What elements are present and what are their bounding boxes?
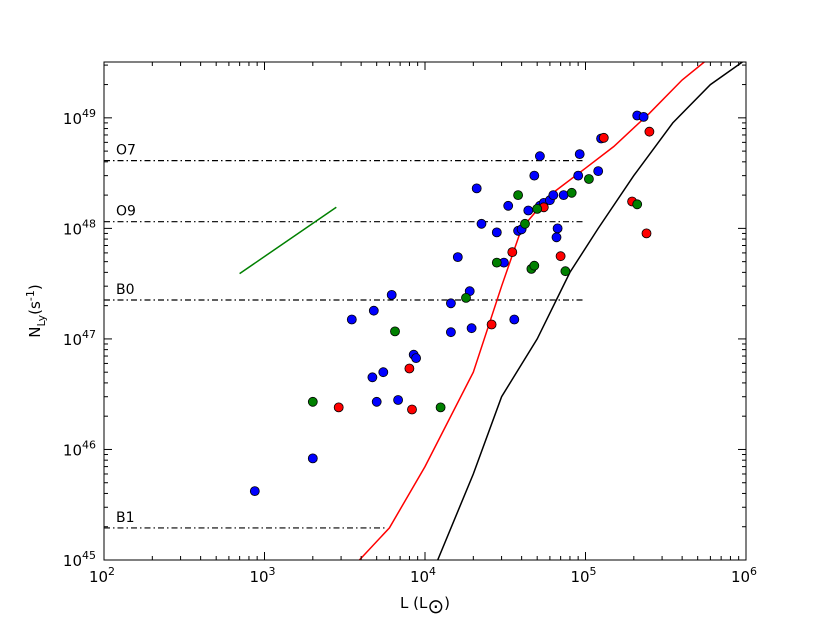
spectral-label-o9: O9 bbox=[116, 204, 136, 220]
data-point-blue bbox=[573, 170, 584, 181]
data-point-green bbox=[632, 199, 643, 210]
spectral-type-lines: O7 O9 B0 B1 bbox=[104, 143, 586, 529]
data-point-blue bbox=[509, 314, 520, 325]
x-tick-label: 102 bbox=[89, 565, 115, 586]
data-point-blue bbox=[411, 353, 422, 364]
data-point-blue bbox=[307, 453, 318, 464]
x-axis-ticks: 102 103 104 105 106 bbox=[89, 62, 757, 586]
data-point-blue bbox=[523, 205, 534, 216]
x-tick-label: 104 bbox=[410, 565, 436, 586]
data-point-blue bbox=[574, 149, 585, 160]
y-axis-ticks: 1045 1046 1047 1048 1049 bbox=[63, 64, 746, 570]
data-point-blue bbox=[445, 327, 456, 338]
data-point-blue bbox=[503, 200, 514, 211]
data-point-blue bbox=[346, 314, 357, 325]
data-point-blue bbox=[386, 289, 397, 300]
data-point-blue bbox=[367, 372, 378, 383]
data-point-blue bbox=[535, 151, 545, 162]
data-point-red bbox=[486, 319, 497, 330]
spectral-label-b1: B1 bbox=[116, 510, 135, 526]
data-point-red bbox=[598, 132, 609, 143]
data-point-blue bbox=[638, 112, 649, 122]
data-point-green bbox=[584, 174, 594, 184]
y-tick-label: 1048 bbox=[63, 217, 96, 238]
y-tick-label: 1047 bbox=[63, 328, 96, 349]
y-tick-label: 1049 bbox=[63, 107, 96, 128]
data-point-green bbox=[307, 396, 318, 407]
x-tick-label: 103 bbox=[249, 565, 275, 586]
data-point-blue bbox=[378, 367, 389, 378]
data-point-blue bbox=[393, 395, 404, 405]
data-point-green bbox=[566, 187, 577, 198]
data-point-blue bbox=[371, 396, 382, 407]
data-point-green bbox=[461, 292, 471, 303]
data-point-green bbox=[491, 257, 502, 268]
data-point-blue bbox=[529, 170, 540, 181]
data-point-blue bbox=[476, 218, 487, 229]
data-point-green bbox=[390, 326, 400, 337]
data-point-green bbox=[529, 260, 540, 271]
data-point-blue bbox=[558, 190, 569, 201]
model-line-1 bbox=[437, 62, 743, 560]
data-point-blue bbox=[471, 183, 482, 194]
x-tick-label: 105 bbox=[570, 565, 596, 586]
spectral-label-o7: O7 bbox=[116, 143, 136, 159]
spectral-label-b0: B0 bbox=[116, 282, 135, 298]
y-axis-label: NLy(s-1) bbox=[24, 284, 48, 337]
data-point-blue bbox=[552, 223, 563, 234]
x-axis-label: L (L⊙) bbox=[400, 594, 450, 618]
x-tick-label: 106 bbox=[731, 565, 757, 586]
data-point-red bbox=[641, 228, 652, 239]
data-point-blue bbox=[466, 323, 477, 334]
data-point-blue bbox=[452, 252, 463, 263]
data-point-green bbox=[520, 218, 530, 229]
data-point-green bbox=[513, 190, 523, 201]
data-point-blue bbox=[593, 166, 604, 177]
data-point-blue bbox=[445, 298, 456, 309]
data-point-green bbox=[532, 203, 543, 214]
data-point-red bbox=[644, 126, 655, 137]
data-point-red bbox=[555, 251, 566, 262]
y-tick-label: 1046 bbox=[63, 438, 96, 459]
data-point-blue bbox=[368, 305, 379, 316]
data-point-blue bbox=[249, 486, 260, 497]
data-point-green bbox=[435, 402, 446, 413]
data-point-red bbox=[407, 404, 417, 415]
data-point-green bbox=[560, 266, 571, 277]
data-point-red bbox=[404, 363, 415, 374]
y-tick-label: 1045 bbox=[63, 549, 96, 570]
data-point-blue bbox=[551, 232, 562, 243]
model-line-2 bbox=[239, 206, 337, 275]
data-points bbox=[249, 110, 655, 497]
data-point-blue bbox=[548, 190, 559, 201]
data-point-red bbox=[507, 247, 518, 258]
data-point-red bbox=[333, 402, 344, 413]
data-point-blue bbox=[491, 227, 502, 238]
